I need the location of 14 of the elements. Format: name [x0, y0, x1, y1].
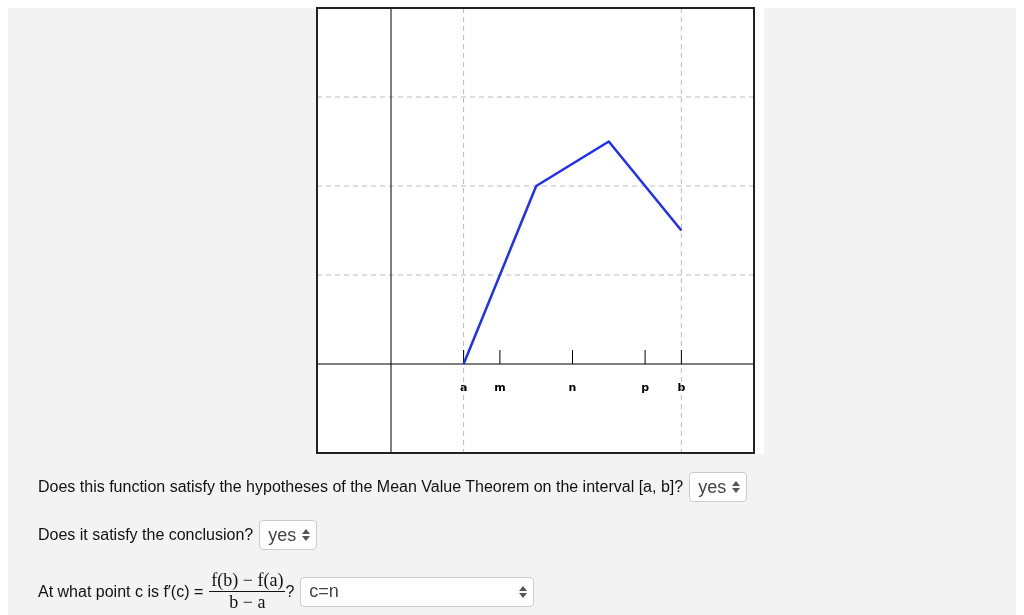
x-tick-label: p: [641, 381, 650, 395]
dropdown-field: yes: [259, 520, 318, 550]
text: At what point c is f′(c) =: [38, 582, 204, 601]
text: Does it satisfy the conclusion?: [38, 526, 254, 544]
dropdown-field: yes: [689, 472, 748, 502]
dropdown-field: c=n: [300, 576, 535, 607]
x-tick-label: m: [494, 381, 506, 395]
text: f(b) − f(a): [209, 570, 286, 592]
x-tick-label: n: [568, 381, 577, 395]
text: ?: [285, 582, 295, 601]
text: Does this function satisfy the hypotheses of the Mean Value Theorem on the interval [a, b]?: [38, 478, 684, 496]
x-tick-label: a: [459, 381, 468, 395]
x-tick-label: b: [677, 381, 686, 395]
text: b − a: [229, 592, 266, 613]
